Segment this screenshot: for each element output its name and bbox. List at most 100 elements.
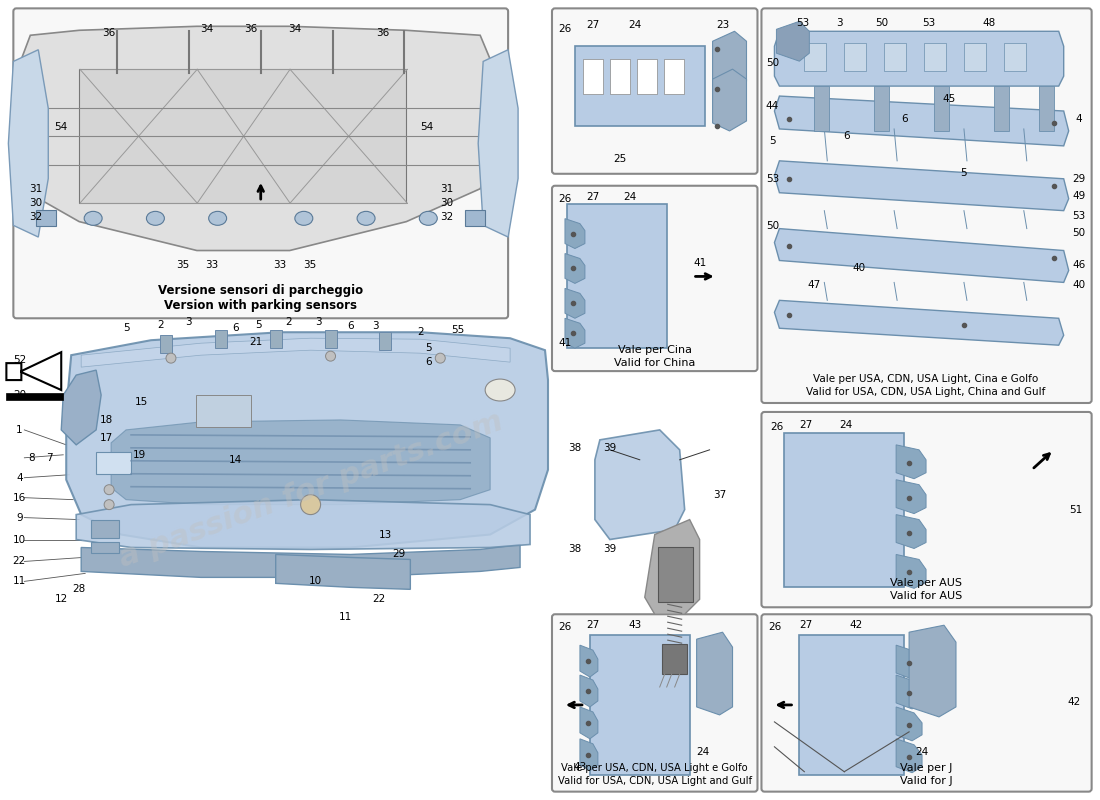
- Text: a passion for parts.com: a passion for parts.com: [114, 406, 507, 573]
- Bar: [575, 46, 705, 126]
- Polygon shape: [774, 300, 1064, 345]
- Text: 42: 42: [1067, 697, 1080, 707]
- Ellipse shape: [295, 211, 312, 226]
- Text: 30: 30: [30, 198, 43, 208]
- Text: 11: 11: [13, 576, 26, 586]
- Text: 51: 51: [1069, 505, 1082, 514]
- Text: Vale per J: Vale per J: [900, 762, 953, 773]
- Bar: [379, 332, 392, 350]
- Text: 2: 2: [417, 327, 424, 338]
- Text: 26: 26: [768, 622, 781, 632]
- Text: 4: 4: [16, 473, 23, 482]
- Text: Vale per Cina: Vale per Cina: [618, 345, 692, 355]
- Text: 19: 19: [132, 450, 145, 460]
- Text: 38: 38: [569, 443, 582, 453]
- Text: 22: 22: [13, 557, 26, 566]
- Polygon shape: [909, 626, 956, 717]
- Circle shape: [300, 494, 320, 514]
- Bar: [583, 59, 603, 94]
- Text: 26: 26: [559, 194, 572, 204]
- Ellipse shape: [209, 211, 227, 226]
- Text: 16: 16: [13, 493, 26, 502]
- Text: 6: 6: [425, 357, 431, 367]
- Bar: [964, 43, 986, 71]
- Polygon shape: [777, 22, 810, 61]
- Polygon shape: [774, 96, 1069, 146]
- Text: 17: 17: [99, 433, 112, 443]
- Text: 38: 38: [569, 545, 582, 554]
- Text: 20: 20: [13, 390, 26, 400]
- FancyBboxPatch shape: [13, 8, 508, 318]
- Bar: [91, 542, 119, 554]
- Circle shape: [166, 353, 176, 363]
- Ellipse shape: [85, 211, 102, 226]
- Text: 35: 35: [302, 260, 316, 270]
- Text: 24: 24: [839, 420, 853, 430]
- Text: 27: 27: [800, 620, 813, 630]
- Text: 26: 26: [559, 24, 572, 34]
- Polygon shape: [565, 318, 585, 348]
- Polygon shape: [774, 161, 1069, 210]
- Text: Valid for J: Valid for J: [900, 776, 953, 786]
- Text: Vale per AUS: Vale per AUS: [890, 578, 962, 588]
- FancyBboxPatch shape: [552, 614, 758, 792]
- Text: 24: 24: [915, 746, 928, 757]
- Bar: [814, 86, 829, 131]
- Text: 21: 21: [249, 338, 263, 347]
- Polygon shape: [565, 218, 585, 249]
- Text: 22: 22: [372, 594, 385, 604]
- Polygon shape: [111, 420, 491, 505]
- Text: 34: 34: [200, 24, 213, 34]
- Text: 50: 50: [766, 221, 779, 230]
- Text: 48: 48: [982, 18, 996, 28]
- Text: 6: 6: [843, 131, 849, 141]
- Text: 25: 25: [613, 154, 626, 164]
- Text: 39: 39: [603, 545, 616, 554]
- Text: 12: 12: [55, 594, 68, 604]
- Polygon shape: [896, 739, 922, 773]
- Text: Version with parking sensors: Version with parking sensors: [164, 299, 358, 312]
- Text: 43: 43: [573, 762, 586, 772]
- Text: 8: 8: [28, 453, 34, 462]
- Text: 24: 24: [696, 746, 710, 757]
- Text: 2: 2: [285, 318, 292, 327]
- Text: 53: 53: [1072, 210, 1086, 221]
- Text: 27: 27: [800, 420, 813, 430]
- Polygon shape: [62, 370, 101, 445]
- Text: 3: 3: [186, 318, 192, 327]
- Polygon shape: [81, 338, 510, 367]
- Text: 9: 9: [16, 513, 23, 522]
- Polygon shape: [580, 675, 598, 707]
- Text: 37: 37: [713, 490, 726, 500]
- FancyBboxPatch shape: [552, 8, 758, 174]
- Text: 36: 36: [244, 24, 257, 34]
- Text: 6: 6: [901, 114, 908, 124]
- Bar: [609, 59, 630, 94]
- Bar: [804, 43, 826, 71]
- Text: 5: 5: [960, 168, 967, 178]
- Text: 54: 54: [420, 122, 433, 132]
- Ellipse shape: [485, 379, 515, 401]
- FancyBboxPatch shape: [761, 8, 1091, 403]
- Polygon shape: [713, 31, 747, 93]
- Text: 1: 1: [16, 425, 23, 435]
- Text: 50: 50: [876, 18, 889, 28]
- Text: 29: 29: [392, 550, 405, 559]
- FancyBboxPatch shape: [761, 412, 1091, 607]
- Ellipse shape: [419, 211, 438, 226]
- Bar: [637, 59, 657, 94]
- Polygon shape: [580, 739, 598, 770]
- Text: 24: 24: [628, 20, 641, 30]
- Text: 31: 31: [30, 184, 43, 194]
- Polygon shape: [478, 50, 518, 237]
- Text: 7: 7: [46, 453, 53, 462]
- Circle shape: [104, 500, 114, 510]
- Bar: [590, 635, 690, 774]
- Polygon shape: [565, 288, 585, 318]
- Text: Valid for China: Valid for China: [614, 358, 695, 368]
- Bar: [994, 86, 1009, 131]
- Polygon shape: [565, 254, 585, 283]
- Polygon shape: [713, 69, 747, 131]
- Polygon shape: [580, 707, 598, 739]
- Bar: [884, 43, 906, 71]
